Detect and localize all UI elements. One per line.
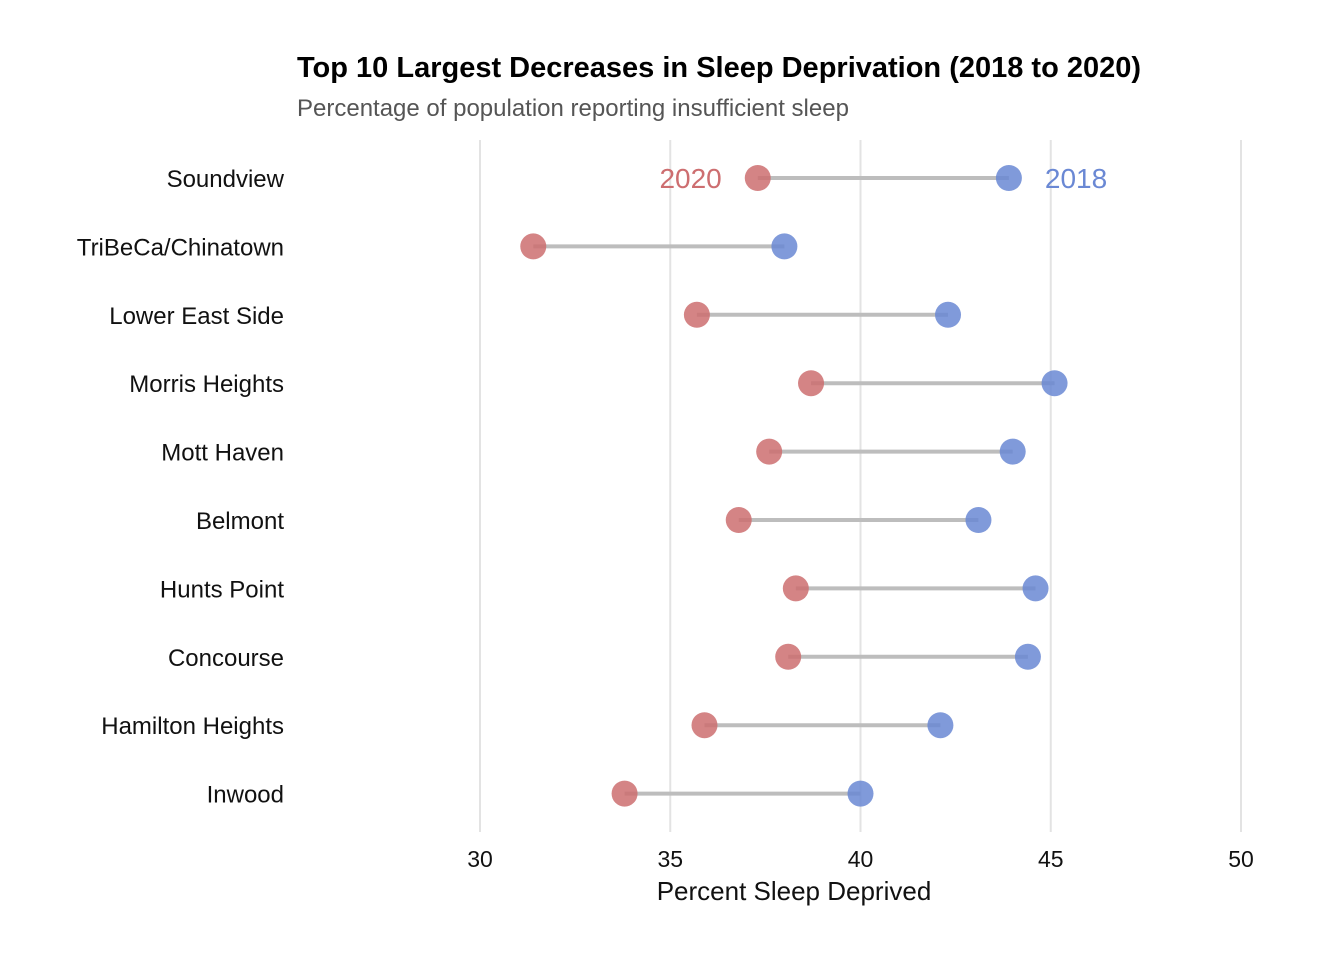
point-2020	[520, 233, 547, 260]
category-label: Soundview	[167, 166, 285, 193]
series-label-2020: 2020	[659, 163, 721, 194]
x-tick-label-30: 30	[467, 846, 493, 872]
gridlines	[479, 140, 1242, 832]
category-label: Mott Haven	[161, 440, 284, 467]
dumbbell-segments	[533, 176, 1055, 796]
point-2020	[611, 780, 638, 807]
chart-subtitle: Percentage of population reporting insuf…	[297, 95, 849, 122]
point-2020	[798, 370, 825, 397]
point-2018	[965, 507, 992, 533]
x-tick-label-50: 50	[1228, 846, 1254, 872]
category-label: Concourse	[168, 645, 284, 672]
x-tick-label-45: 45	[1038, 846, 1064, 872]
data-points	[520, 165, 1068, 807]
point-2018	[935, 301, 962, 328]
x-axis-title: Percent Sleep Deprived	[657, 876, 932, 906]
category-label: Hamilton Heights	[101, 713, 284, 740]
x-tick-label-40: 40	[848, 846, 874, 872]
series-label-2018: 2018	[1045, 163, 1107, 194]
x-tick-label-35: 35	[657, 846, 683, 872]
category-label: Inwood	[207, 782, 284, 809]
point-2020	[775, 643, 802, 670]
point-2020	[744, 165, 771, 191]
point-2018	[771, 233, 798, 260]
category-label: Belmont	[196, 508, 284, 535]
point-2018	[847, 780, 874, 807]
category-label: TriBeCa/Chinatown	[77, 234, 284, 261]
point-2018	[995, 165, 1022, 191]
category-labels: Soundview TriBeCa/Chinatown Lower East Sid…	[77, 166, 285, 809]
point-2020	[725, 507, 752, 533]
point-2020	[782, 575, 809, 602]
point-2018	[1014, 643, 1041, 670]
point-2018	[999, 438, 1026, 465]
point-2020	[691, 712, 718, 739]
category-label: Lower East Side	[109, 303, 284, 330]
category-label: Morris Heights	[129, 371, 284, 398]
category-label: Hunts Point	[160, 576, 284, 603]
x-axis-ticks: 30 35 40 45 50	[467, 846, 1254, 872]
point-2018	[927, 712, 954, 739]
point-2018	[1022, 575, 1049, 602]
point-2020	[756, 438, 783, 465]
chart-title: Top 10 Largest Decreases in Sleep Depriv…	[297, 52, 1141, 84]
point-2020	[683, 301, 710, 328]
point-2018	[1041, 370, 1068, 397]
series-labels: 2020 2018	[659, 163, 1107, 194]
